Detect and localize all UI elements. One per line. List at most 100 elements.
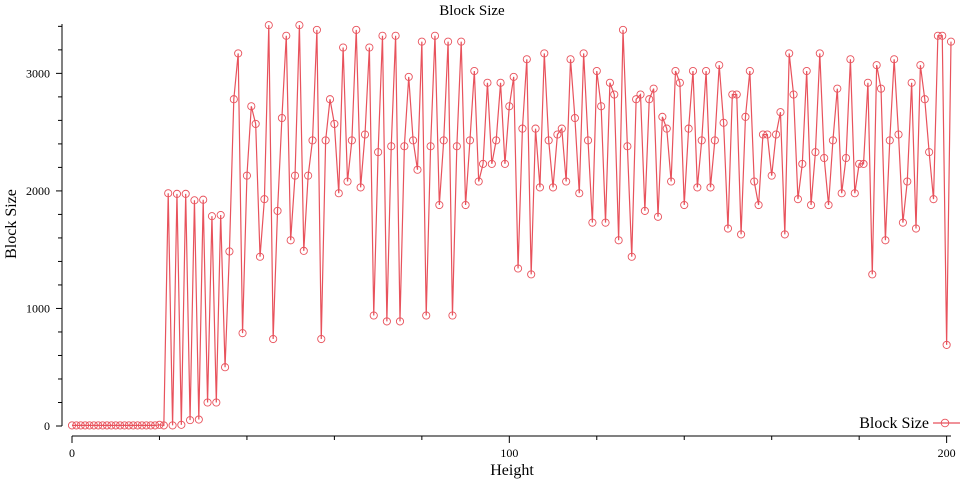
data-point	[177, 420, 186, 429]
data-point	[181, 189, 190, 198]
data-point	[234, 49, 243, 58]
data-point	[754, 200, 763, 210]
data-point	[916, 61, 925, 70]
data-point	[404, 72, 413, 81]
data-point	[137, 421, 147, 430]
data-point	[715, 61, 724, 70]
data-point	[505, 102, 514, 111]
data-point	[317, 334, 326, 344]
data-point	[850, 189, 859, 198]
data-point	[872, 61, 881, 70]
data-point	[465, 136, 475, 145]
data-point	[614, 236, 623, 245]
data-point	[365, 43, 374, 52]
data-point	[688, 66, 698, 76]
data-point	[719, 118, 728, 127]
data-point	[772, 130, 781, 139]
data-point	[116, 421, 125, 430]
data-point	[684, 124, 693, 133]
data-point	[920, 95, 929, 104]
data-point	[352, 25, 361, 34]
x-tick-label: 0	[69, 446, 75, 460]
data-point	[426, 142, 435, 151]
data-point	[290, 171, 300, 180]
data-point	[452, 142, 461, 151]
data-point	[911, 224, 921, 233]
data-point	[238, 329, 247, 338]
data-point	[566, 55, 575, 64]
data-point	[636, 90, 645, 99]
data-point	[702, 66, 711, 76]
data-point	[474, 177, 483, 186]
data-point	[308, 136, 317, 145]
legend-label: Block Size	[859, 415, 929, 432]
data-point	[242, 171, 251, 180]
y-tick-label: 2000	[26, 184, 50, 198]
data-point	[653, 212, 663, 221]
data-point	[793, 195, 802, 204]
data-point	[522, 55, 531, 64]
data-point	[575, 189, 584, 198]
data-point	[767, 171, 776, 180]
data-point	[667, 177, 676, 186]
data-point	[413, 165, 422, 174]
data-point	[811, 148, 820, 157]
data-point	[199, 195, 208, 204]
data-point	[120, 421, 129, 430]
data-point	[815, 49, 824, 58]
data-point	[881, 236, 890, 245]
data-point	[212, 398, 221, 407]
data-point	[304, 171, 313, 180]
plot-area	[67, 21, 956, 430]
data-point	[325, 95, 335, 104]
data-point	[890, 55, 899, 64]
data-point	[745, 66, 754, 76]
data-point	[479, 159, 488, 168]
data-point	[146, 421, 155, 430]
y-tick-label: 1000	[26, 301, 50, 315]
data-point	[527, 270, 536, 279]
data-point	[164, 189, 173, 198]
data-point	[841, 153, 851, 163]
data-point	[76, 421, 85, 430]
data-point	[339, 43, 348, 52]
data-point	[938, 31, 947, 40]
data-point	[632, 95, 641, 104]
data-point	[876, 84, 886, 93]
y-axis-ticks: 0 1000 2000 3000	[26, 25, 62, 433]
data-point	[221, 363, 230, 372]
data-point	[225, 247, 234, 256]
data-point	[697, 136, 706, 145]
data-point	[159, 421, 168, 430]
data-point	[186, 416, 195, 425]
data-point	[155, 420, 164, 429]
data-point	[67, 421, 77, 430]
data-point	[579, 49, 588, 58]
data-point	[627, 252, 636, 261]
data-point	[894, 130, 903, 139]
y-tick-label: 0	[44, 419, 50, 433]
data-point	[833, 84, 842, 93]
data-point	[269, 334, 278, 344]
data-point	[98, 421, 107, 430]
data-point	[859, 159, 868, 168]
data-point	[618, 25, 628, 34]
data-point	[557, 124, 566, 133]
x-tick-label: 200	[938, 446, 956, 460]
data-point	[623, 142, 632, 151]
data-point	[277, 113, 286, 123]
data-point	[251, 119, 260, 128]
data-point	[798, 159, 807, 168]
data-point	[680, 200, 689, 210]
data-point	[229, 95, 238, 104]
data-point	[640, 206, 649, 215]
chart-title: Block Size	[439, 3, 505, 19]
data-point	[671, 66, 680, 76]
data-point	[168, 421, 177, 430]
data-point	[129, 421, 138, 430]
data-point	[89, 421, 98, 430]
x-tick-label: 100	[500, 446, 518, 460]
data-point	[942, 340, 951, 349]
data-point	[605, 78, 614, 87]
data-point	[750, 177, 759, 186]
